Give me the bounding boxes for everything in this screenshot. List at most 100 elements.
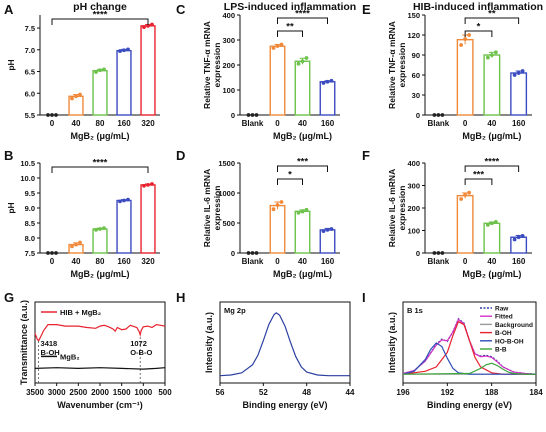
data-point — [512, 237, 517, 242]
panel-I: I 196 192 188 184 Binding energy (eV) Intensit… — [362, 290, 543, 410]
data-point — [146, 183, 150, 187]
data-point — [275, 203, 280, 207]
data-point — [489, 221, 494, 226]
legend-label: Raw — [495, 306, 509, 313]
data-point — [78, 92, 82, 97]
data-point — [463, 37, 468, 41]
data-point — [94, 228, 98, 232]
data-point — [463, 193, 468, 197]
x-tick-label: 44 — [346, 388, 355, 397]
data-point — [50, 251, 54, 255]
x-tick-label: 160 — [321, 257, 335, 266]
data-point — [70, 244, 74, 249]
x-tick-label: 160 — [512, 119, 526, 128]
bar — [140, 184, 156, 254]
data-point — [459, 43, 464, 47]
data-point — [271, 207, 276, 212]
data-point — [150, 182, 154, 186]
x-tick-label: 40 — [298, 257, 307, 266]
data-point — [122, 198, 126, 203]
y-axis-label: pH — [6, 202, 16, 213]
data-point — [150, 22, 154, 27]
bar — [319, 229, 336, 254]
data-point — [467, 33, 472, 37]
y-tick-label: 60 — [412, 71, 420, 80]
bar — [116, 199, 132, 254]
significance-bracket — [464, 17, 520, 24]
x-tick-label: 1500 — [113, 388, 131, 397]
legend-label: MgB₂ — [60, 352, 80, 361]
y-tick-label: 300 — [222, 36, 235, 45]
data-point — [296, 61, 301, 66]
data-point — [321, 81, 326, 85]
y-tick-label: 0 — [416, 249, 420, 258]
data-point — [485, 55, 490, 60]
data-point — [54, 251, 58, 255]
x-tick-label: 3000 — [48, 388, 66, 397]
data-point — [436, 113, 441, 117]
panel-letter: B — [4, 148, 13, 163]
data-point — [102, 226, 106, 231]
x-tick-label: 56 — [216, 388, 225, 397]
y-tick-label: 6.0 — [25, 89, 35, 98]
data-point — [489, 53, 494, 57]
data-point — [98, 68, 102, 73]
data-point — [250, 113, 255, 117]
plot-frame — [219, 301, 351, 384]
legend-label: HO-B-OH — [495, 338, 524, 345]
data-point — [329, 78, 334, 83]
bar — [140, 25, 156, 116]
data-point — [300, 59, 305, 64]
panel-letter: I — [362, 290, 366, 305]
data-point — [94, 70, 98, 74]
data-point — [321, 229, 326, 234]
significance-bracket — [277, 178, 303, 185]
bar — [294, 210, 311, 254]
y-axis-label-line: Relative IL-6 mRNA — [202, 169, 212, 247]
data-point — [54, 113, 58, 117]
x-tick-label: 160 — [512, 257, 526, 266]
significance-bracket — [464, 165, 520, 172]
panel-letter: G — [4, 290, 14, 305]
x-tick-label: 192 — [441, 388, 455, 397]
series-line — [219, 312, 350, 377]
data-point — [516, 235, 521, 240]
significance-label: ** — [488, 9, 496, 20]
data-point — [271, 46, 276, 50]
x-tick-label: 2000 — [91, 388, 109, 397]
panel-title: pH change — [73, 1, 127, 13]
x-tick-label: 160 — [321, 119, 335, 128]
panel-label: Mg 2p — [224, 306, 246, 315]
y-tick-label: 100 — [222, 86, 235, 95]
data-point — [98, 227, 102, 231]
x-tick-label: 40 — [298, 119, 307, 128]
data-point — [275, 44, 280, 48]
bar — [269, 204, 286, 254]
panel-letter: A — [4, 2, 14, 17]
x-tick-label: 52 — [259, 388, 268, 397]
y-tick-label: 0 — [231, 249, 235, 258]
y-tick-label: 150 — [407, 11, 420, 20]
y-tick-label: 10.0 — [20, 174, 35, 183]
x-tick-label: 0 — [50, 257, 55, 266]
bar — [456, 38, 474, 116]
y-axis-label: Intensity (a.u.) — [204, 312, 214, 373]
bar — [319, 81, 336, 116]
significance-label: * — [477, 22, 481, 33]
y-axis-label-line: Relative TNF-α mRNA — [202, 21, 212, 109]
data-point — [74, 94, 78, 99]
legend-label: Fitted — [495, 314, 513, 321]
x-tick-label: 80 — [96, 119, 105, 128]
panel-letter: C — [176, 2, 186, 17]
series-line — [402, 320, 536, 375]
y-axis-label: Relative IL-6 mRNAexpression — [387, 169, 407, 247]
y-axis-label: Transmittance (a.u.) — [19, 300, 29, 385]
bar — [92, 228, 108, 254]
annotation-value: 3418 — [41, 339, 58, 348]
y-tick-label: 7.0 — [25, 46, 35, 55]
series-line — [34, 367, 166, 370]
x-tick-label: 160 — [117, 257, 131, 266]
plot-frame — [402, 301, 537, 384]
